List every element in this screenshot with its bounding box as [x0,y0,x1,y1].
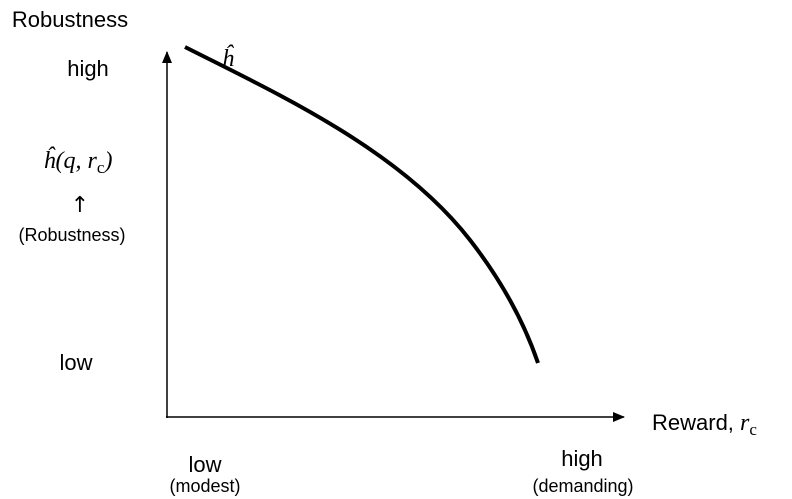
x-high-note: (demanding) [532,476,633,496]
x-high-label: high [561,446,603,471]
x-low-label: low [188,452,221,477]
x-title-text: Reward, [652,410,740,435]
y-arrow-symbol: ↑ [71,193,89,218]
y-axis-title: Robustness [12,7,128,32]
x-axis-title: Reward, rc [652,410,757,439]
x-low-note: (modest) [169,476,240,496]
formula-tail: ) [102,148,112,174]
robustness-curve [184,45,540,364]
formula-base: ĥ(q, r [44,147,98,174]
y-note: (Robustness) [18,225,125,245]
curve-label: ĥ [222,45,235,72]
x-symbol: r [740,410,750,436]
y-formula: ĥ(q, rc) [44,147,113,177]
x-symbol-sub: c [749,420,757,439]
formula-sub: c [97,158,105,177]
y-high-label: high [67,56,109,81]
y-low-label: low [59,350,92,375]
